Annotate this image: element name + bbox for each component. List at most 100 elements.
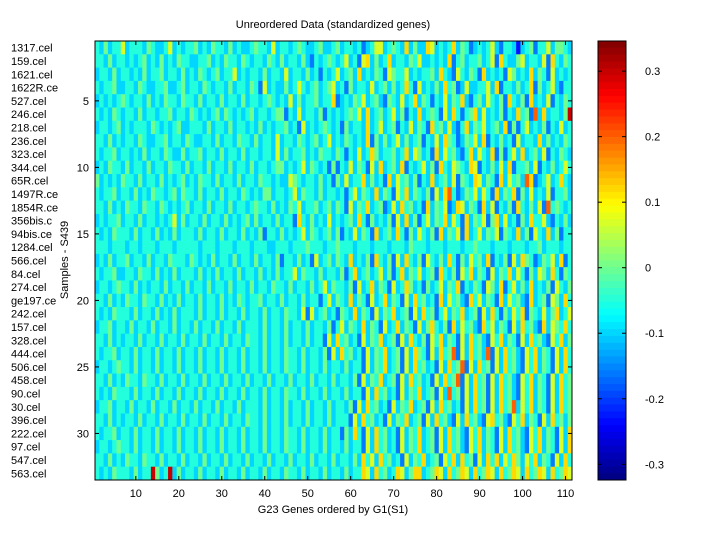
heatmap-cell bbox=[507, 293, 513, 308]
heatmap-cell bbox=[507, 200, 513, 215]
heatmap-cell bbox=[563, 440, 569, 454]
heatmap-cell bbox=[198, 333, 203, 348]
heatmap-cell bbox=[391, 466, 397, 481]
heatmap-cell bbox=[211, 440, 216, 454]
heatmap-cell bbox=[361, 240, 367, 255]
heatmap-cell bbox=[279, 346, 285, 361]
heatmap-cell bbox=[159, 94, 165, 108]
heatmap-cell bbox=[378, 346, 384, 361]
heatmap-cell bbox=[494, 453, 500, 468]
heatmap-cell bbox=[486, 200, 491, 215]
heatmap-cell bbox=[451, 67, 457, 82]
heatmap-cell bbox=[163, 54, 169, 68]
heatmap-cell bbox=[481, 187, 487, 202]
heatmap-cell bbox=[215, 200, 221, 215]
heatmap-cell bbox=[314, 120, 319, 135]
heatmap-cell bbox=[520, 134, 526, 148]
heatmap-cell bbox=[464, 360, 470, 374]
heatmap-cell bbox=[223, 440, 229, 454]
heatmap-cell bbox=[125, 253, 130, 268]
heatmap-cell bbox=[516, 120, 521, 135]
heatmap-cell bbox=[206, 240, 212, 255]
heatmap-cell bbox=[498, 400, 504, 414]
heatmap-cell bbox=[473, 426, 478, 441]
heatmap-cell bbox=[296, 213, 302, 228]
heatmap-cell bbox=[507, 426, 513, 441]
heatmap-cell bbox=[468, 400, 474, 414]
heatmap-cell bbox=[176, 253, 182, 268]
heatmap-cell bbox=[378, 187, 384, 202]
heatmap-cell bbox=[554, 413, 560, 428]
heatmap-cell bbox=[498, 107, 504, 122]
heatmap-cell bbox=[490, 466, 496, 481]
heatmap-cell bbox=[404, 227, 410, 241]
heatmap-cell bbox=[206, 333, 212, 348]
heatmap-cell bbox=[498, 94, 504, 108]
heatmap-cell bbox=[374, 134, 380, 148]
heatmap-cell bbox=[344, 213, 349, 228]
heatmap-cell bbox=[434, 426, 440, 441]
heatmap-cell bbox=[176, 80, 182, 95]
heatmap-cell bbox=[370, 400, 375, 414]
heatmap-cell bbox=[481, 94, 487, 108]
heatmap-cell bbox=[516, 333, 521, 348]
heatmap-cell bbox=[215, 267, 221, 281]
heatmap-cell bbox=[541, 373, 547, 388]
heatmap-cell bbox=[305, 147, 311, 162]
heatmap-cell bbox=[365, 253, 371, 268]
heatmap-cell bbox=[318, 426, 324, 441]
heatmap-cell bbox=[460, 134, 465, 148]
heatmap-cell bbox=[477, 440, 483, 454]
heatmap-cell bbox=[219, 213, 225, 228]
heatmap-cell bbox=[554, 200, 560, 215]
heatmap-cell bbox=[516, 307, 521, 321]
heatmap-cell bbox=[120, 147, 126, 162]
heatmap-cell bbox=[219, 373, 225, 388]
heatmap-cell bbox=[125, 80, 130, 95]
heatmap-cell bbox=[292, 280, 298, 295]
heatmap-cell bbox=[382, 240, 388, 255]
heatmap-cell bbox=[460, 307, 465, 321]
heatmap-cell bbox=[189, 107, 195, 122]
heatmap-cell bbox=[559, 200, 564, 215]
heatmap-cell bbox=[507, 253, 513, 268]
heatmap-cell bbox=[352, 174, 358, 188]
heatmap-cell bbox=[206, 293, 212, 308]
heatmap-cell bbox=[327, 253, 332, 268]
heatmap-cell bbox=[125, 426, 130, 441]
heatmap-cell bbox=[301, 253, 306, 268]
heatmap-cell bbox=[180, 346, 186, 361]
heatmap-cell bbox=[120, 94, 126, 108]
heatmap-cell bbox=[116, 253, 122, 268]
heatmap-cell bbox=[309, 240, 315, 255]
heatmap-cell bbox=[288, 213, 294, 228]
heatmap-cell bbox=[305, 54, 311, 68]
heatmap-cell bbox=[215, 187, 221, 202]
heatmap-cell bbox=[142, 54, 147, 68]
heatmap-cell bbox=[112, 320, 117, 335]
heatmap-cell bbox=[275, 413, 281, 428]
heatmap-cell bbox=[468, 107, 474, 122]
heatmap-cell bbox=[125, 453, 130, 468]
heatmap-cell bbox=[335, 400, 341, 414]
heatmap-cell bbox=[339, 80, 345, 95]
heatmap-cell bbox=[516, 253, 521, 268]
heatmap-cell bbox=[554, 320, 560, 335]
heatmap-cell bbox=[163, 253, 169, 268]
heatmap-cell bbox=[425, 333, 431, 348]
heatmap-cell bbox=[494, 174, 500, 188]
heatmap-cell bbox=[473, 134, 478, 148]
heatmap-cell bbox=[155, 94, 160, 108]
heatmap-cell bbox=[189, 213, 195, 228]
heatmap-cell bbox=[219, 413, 225, 428]
heatmap-cell bbox=[387, 107, 392, 122]
heatmap-cell bbox=[438, 280, 444, 295]
heatmap-cell bbox=[271, 160, 276, 175]
heatmap-cell bbox=[163, 147, 169, 162]
heatmap-cell bbox=[511, 200, 517, 215]
heatmap-cell bbox=[241, 346, 246, 361]
heatmap-cell bbox=[554, 134, 560, 148]
heatmap-cell bbox=[361, 107, 367, 122]
heatmap-cell bbox=[430, 187, 435, 202]
heatmap-cell bbox=[567, 67, 573, 82]
